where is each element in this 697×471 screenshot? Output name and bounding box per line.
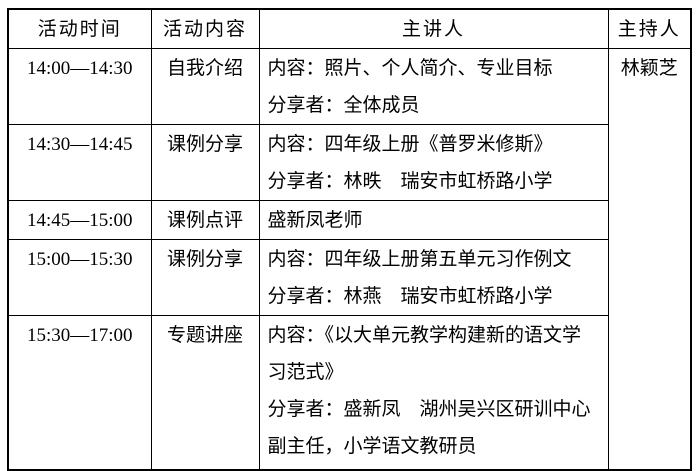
speaker-sharer-line: 分享者：盛新凤 湖州吴兴区研训中心副主任，小学语文教研员 [267, 399, 591, 457]
table-row: 14:45—15:00 课例点评 盛新凤老师 [7, 200, 691, 240]
header-activity-content: 活动内容 [150, 8, 260, 49]
speaker-cell: 内容：四年级上册第五单元习作例文 分享者：林燕 瑞安市虹桥路小学 [258, 239, 609, 316]
header-host: 主持人 [607, 8, 692, 49]
table-row: 15:30—17:00 专题讲座 内容：《以大单元教学构建新的语文学习范式》 分… [7, 315, 691, 471]
speaker-content-line: 内容：四年级上册第五单元习作例文 [267, 249, 572, 270]
time-cell: 15:30—17:00 [7, 315, 152, 471]
activity-cell: 课例分享 [150, 239, 260, 316]
speaker-sharer-line: 分享者：林燕 瑞安市虹桥路小学 [267, 286, 553, 307]
activity-cell: 专题讲座 [150, 315, 260, 471]
activity-cell: 自我介绍 [150, 48, 260, 125]
speaker-content-line: 内容：照片、个人简介、专业目标 [267, 58, 553, 79]
header-main-speaker: 主讲人 [258, 8, 609, 49]
time-cell: 14:45—15:00 [7, 200, 152, 240]
host-cell: 林颖芝 [607, 48, 692, 471]
speaker-cell: 内容：《以大单元教学构建新的语文学习范式》 分享者：盛新凤 湖州吴兴区研训中心副… [258, 315, 609, 471]
time-cell: 14:30—14:45 [7, 124, 152, 201]
time-cell: 15:00—15:30 [7, 239, 152, 316]
speaker-sharer-line: 分享者：全体成员 [267, 95, 420, 116]
speaker-content-line: 盛新凤老师 [267, 210, 363, 231]
speaker-content-line: 内容：《以大单元教学构建新的语文学习范式》 [267, 325, 582, 383]
speaker-sharer-line: 分享者：林昳 瑞安市虹桥路小学 [267, 171, 553, 192]
speaker-content-line: 内容：四年级上册《普罗米修斯》 [267, 134, 553, 155]
activity-cell: 课例点评 [150, 200, 260, 240]
table-row: 14:30—14:45 课例分享 内容：四年级上册《普罗米修斯》 分享者：林昳 … [7, 124, 691, 201]
header-row: 活动时间 活动内容 主讲人 主持人 [7, 8, 692, 49]
activity-cell: 课例分享 [150, 124, 260, 201]
time-cell: 14:00—14:30 [7, 48, 152, 125]
speaker-cell: 内容：照片、个人简介、专业目标 分享者：全体成员 [258, 48, 609, 125]
table-row: 14:00—14:30 自我介绍 内容：照片、个人简介、专业目标 分享者：全体成… [7, 48, 692, 471]
speaker-cell: 内容：四年级上册《普罗米修斯》 分享者：林昳 瑞安市虹桥路小学 [258, 124, 609, 201]
header-activity-time: 活动时间 [7, 8, 152, 49]
table-row: 15:00—15:30 课例分享 内容：四年级上册第五单元习作例文 分享者：林燕… [7, 239, 691, 316]
speaker-cell: 盛新凤老师 [258, 200, 609, 240]
schedule-table: 活动时间 活动内容 主讲人 主持人 14:00—14:30 自我介绍 内容：照片… [7, 8, 692, 471]
